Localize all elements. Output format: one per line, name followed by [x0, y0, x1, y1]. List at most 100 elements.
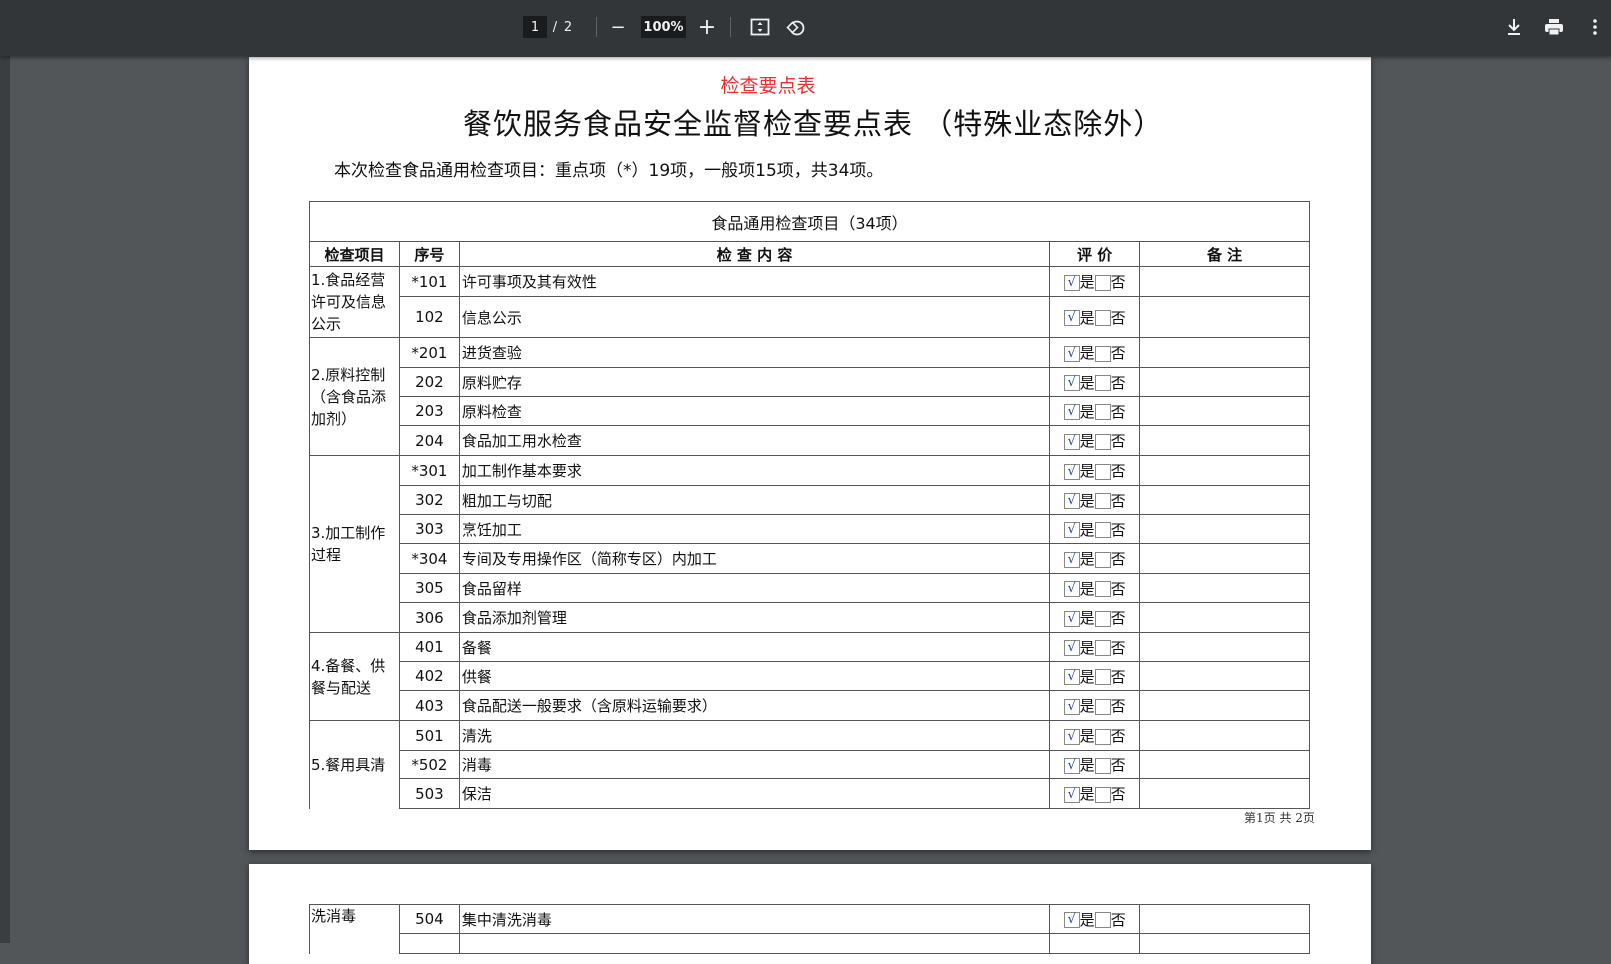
item-content: 集中清洗消毒 [458, 904, 1051, 934]
remarks-cell[interactable] [1139, 266, 1310, 297]
yes-checkbox[interactable]: √ [1063, 698, 1080, 715]
no-checkbox[interactable] [1094, 463, 1111, 480]
yes-checkbox[interactable]: √ [1063, 786, 1080, 803]
yes-checkbox[interactable]: √ [1063, 493, 1080, 509]
yes-checkbox[interactable]: √ [1063, 640, 1080, 656]
group-cell: 洗消毒 [309, 904, 400, 954]
no-checkbox[interactable] [1094, 522, 1111, 538]
yes-label: 是 [1079, 667, 1095, 686]
table-row: 204 食品加工用水检查 √ 是否 [310, 425, 1310, 456]
item-number: 302 [398, 485, 460, 515]
remarks-cell[interactable] [1139, 750, 1310, 779]
rotate-icon[interactable] [783, 14, 809, 40]
remarks-cell[interactable] [1139, 904, 1310, 934]
remarks-cell[interactable] [1139, 455, 1310, 486]
yes-label: 是 [1079, 785, 1095, 803]
no-checkbox[interactable] [1094, 786, 1111, 803]
yes-checkbox[interactable]: √ [1063, 551, 1080, 568]
yes-checkbox[interactable]: √ [1063, 310, 1080, 326]
no-checkbox[interactable] [1094, 698, 1111, 715]
yes-label: 是 [1079, 462, 1095, 480]
remarks-cell[interactable] [1139, 425, 1310, 456]
yes-checkbox[interactable]: √ [1063, 522, 1080, 538]
no-label: 否 [1110, 697, 1126, 715]
yes-checkbox[interactable]: √ [1063, 669, 1080, 685]
no-label: 否 [1110, 579, 1126, 598]
page-footer: 第1页 共 2页 [1244, 811, 1315, 825]
table-row: 102 信息公示 √ 是否 [310, 296, 1310, 338]
no-label: 否 [1110, 273, 1126, 291]
yes-label: 是 [1079, 308, 1095, 327]
header-number: 序号 [398, 241, 460, 267]
no-checkbox[interactable] [1094, 345, 1111, 362]
item-content: 原料检查 [458, 396, 1051, 426]
yes-checkbox[interactable]: √ [1063, 433, 1080, 450]
table-row: 1.食品经营许可及信息公示 *101 许可事项及其有效性 √ 是否 [309, 266, 1310, 338]
item-number: 306 [398, 602, 460, 633]
print-icon[interactable] [1541, 14, 1567, 40]
inspection-table: 食品通用检查项目（34项） 检查项目 序号 检 查 内 容 评 价 备 注 1.… [309, 201, 1310, 809]
yes-checkbox[interactable]: √ [1063, 375, 1080, 391]
remarks-cell[interactable] [1139, 543, 1310, 574]
yes-checkbox[interactable]: √ [1063, 912, 1080, 928]
remarks-cell[interactable] [1139, 367, 1310, 397]
remarks-cell[interactable] [1139, 602, 1310, 633]
remarks-cell[interactable] [1139, 337, 1310, 368]
remarks-cell[interactable] [1139, 778, 1310, 809]
zoom-out-icon[interactable]: − [610, 16, 626, 38]
no-label: 否 [1110, 432, 1126, 450]
no-label: 否 [1110, 491, 1126, 510]
header-evaluation: 评 价 [1049, 241, 1141, 267]
remarks-cell[interactable] [1139, 396, 1310, 426]
item-number: 504 [398, 904, 460, 934]
no-checkbox[interactable] [1094, 728, 1111, 745]
yes-checkbox[interactable]: √ [1063, 757, 1080, 774]
remarks-cell[interactable] [1139, 720, 1310, 751]
item-number: 403 [398, 690, 460, 721]
remarks-cell[interactable] [1139, 485, 1310, 515]
remarks-cell[interactable] [1139, 514, 1310, 544]
item-content: 原料贮存 [458, 367, 1051, 397]
sidebar-edge [0, 56, 10, 943]
no-checkbox[interactable] [1094, 310, 1111, 326]
fit-page-icon[interactable] [747, 14, 773, 40]
evaluation-cell: √ 是否 [1049, 337, 1141, 368]
zoom-in-icon[interactable]: + [697, 14, 717, 40]
no-checkbox[interactable] [1094, 274, 1111, 291]
table-row: 203 原料检查 √ 是否 [310, 396, 1310, 426]
table-row: 306 食品添加剂管理 √ 是否 [310, 602, 1310, 633]
yes-checkbox[interactable]: √ [1063, 610, 1080, 627]
yes-checkbox[interactable]: √ [1063, 345, 1080, 362]
no-label: 否 [1110, 638, 1126, 657]
remarks-cell[interactable] [1139, 573, 1310, 603]
yes-label: 是 [1079, 432, 1095, 450]
yes-checkbox[interactable]: √ [1063, 728, 1080, 745]
item-number: *301 [398, 455, 460, 486]
remarks-cell[interactable] [1139, 632, 1310, 662]
no-checkbox[interactable] [1094, 581, 1111, 597]
table-row: 2.原料控制（含食品添加剂） *201 进货查验 √ 是否 [309, 337, 1310, 456]
yes-checkbox[interactable]: √ [1063, 274, 1080, 291]
no-checkbox[interactable] [1094, 640, 1111, 656]
no-checkbox[interactable] [1094, 493, 1111, 509]
yes-checkbox[interactable]: √ [1063, 581, 1080, 597]
no-checkbox[interactable] [1094, 433, 1111, 450]
table-row: *502 消毒 √ 是否 [310, 750, 1310, 779]
remarks-cell[interactable] [1139, 296, 1310, 338]
zoom-input[interactable]: 100% [641, 16, 686, 38]
remarks-cell[interactable] [1139, 661, 1310, 691]
yes-checkbox[interactable]: √ [1063, 404, 1080, 420]
remarks-cell[interactable] [1139, 690, 1310, 721]
more-options-icon[interactable] [1582, 14, 1608, 40]
download-icon[interactable] [1501, 14, 1527, 40]
no-checkbox[interactable] [1094, 669, 1111, 685]
no-checkbox[interactable] [1094, 404, 1111, 420]
page-number-input[interactable]: 1 [523, 16, 547, 38]
no-checkbox[interactable] [1094, 551, 1111, 568]
no-checkbox[interactable] [1094, 610, 1111, 627]
item-content: 进货查验 [458, 337, 1051, 368]
no-checkbox[interactable] [1094, 912, 1111, 928]
yes-checkbox[interactable]: √ [1063, 463, 1080, 480]
no-checkbox[interactable] [1094, 375, 1111, 391]
no-checkbox[interactable] [1094, 757, 1111, 774]
